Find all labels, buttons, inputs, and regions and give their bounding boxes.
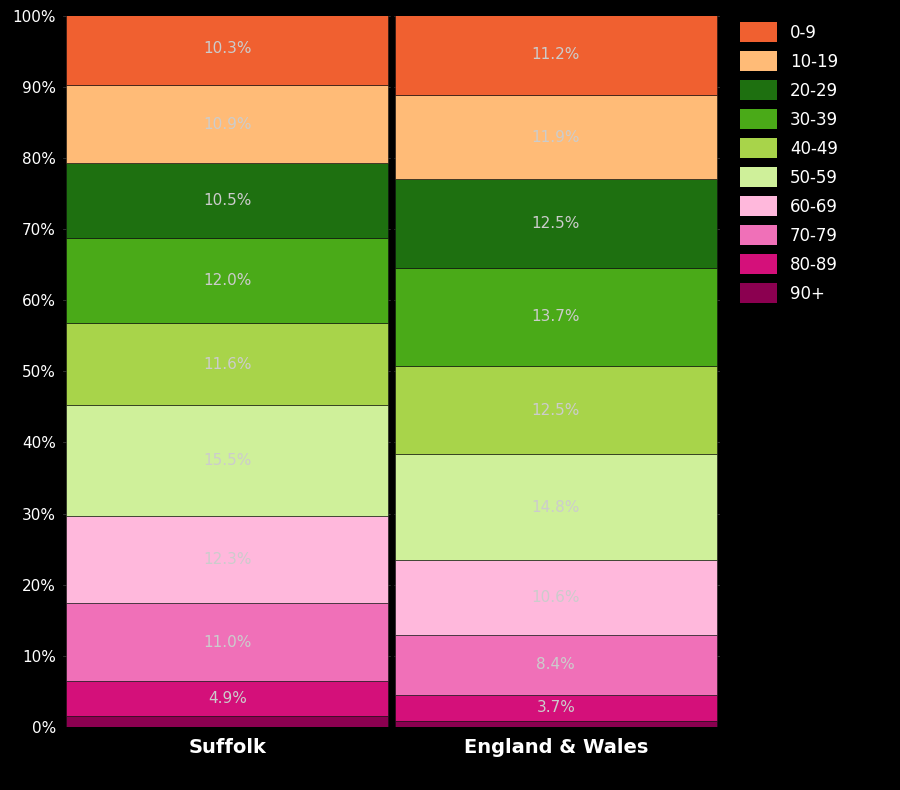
Text: 14.8%: 14.8% [532, 499, 580, 514]
Text: 11.6%: 11.6% [203, 357, 251, 371]
Text: 11.9%: 11.9% [532, 130, 580, 145]
Bar [395, 721, 716, 727]
Text: 11.2%: 11.2% [532, 47, 580, 62]
Bar [395, 559, 716, 635]
Text: 15.5%: 15.5% [203, 453, 251, 468]
Text: 10.5%: 10.5% [203, 193, 251, 208]
Bar [67, 85, 388, 163]
Legend: 0-9, 10-19, 20-29, 30-39, 40-49, 50-59, 60-69, 70-79, 80-89, 90+: 0-9, 10-19, 20-29, 30-39, 40-49, 50-59, … [735, 17, 843, 308]
Bar [67, 238, 388, 323]
Bar [395, 95, 716, 179]
Bar [67, 163, 388, 238]
Bar [395, 695, 716, 721]
Bar [395, 269, 716, 366]
Bar [67, 323, 388, 405]
Text: 12.5%: 12.5% [532, 216, 580, 231]
Text: 4.9%: 4.9% [208, 691, 247, 706]
Bar [395, 15, 716, 95]
Text: 12.3%: 12.3% [203, 552, 251, 567]
Text: 10.9%: 10.9% [203, 117, 251, 132]
Text: 11.0%: 11.0% [203, 634, 251, 649]
Bar [67, 12, 388, 85]
Bar [395, 454, 716, 559]
Bar [395, 635, 716, 695]
Bar [67, 405, 388, 516]
Bar [67, 717, 388, 727]
Text: 3.7%: 3.7% [536, 701, 575, 716]
Text: 8.4%: 8.4% [536, 657, 575, 672]
Bar [395, 179, 716, 269]
Text: 10.6%: 10.6% [532, 590, 580, 605]
Bar [395, 366, 716, 454]
Bar [67, 516, 388, 603]
Text: 12.5%: 12.5% [532, 403, 580, 418]
Bar [67, 681, 388, 717]
Bar [67, 603, 388, 681]
Text: 12.0%: 12.0% [203, 273, 251, 288]
Text: 13.7%: 13.7% [532, 310, 580, 325]
Text: 10.3%: 10.3% [203, 41, 251, 56]
